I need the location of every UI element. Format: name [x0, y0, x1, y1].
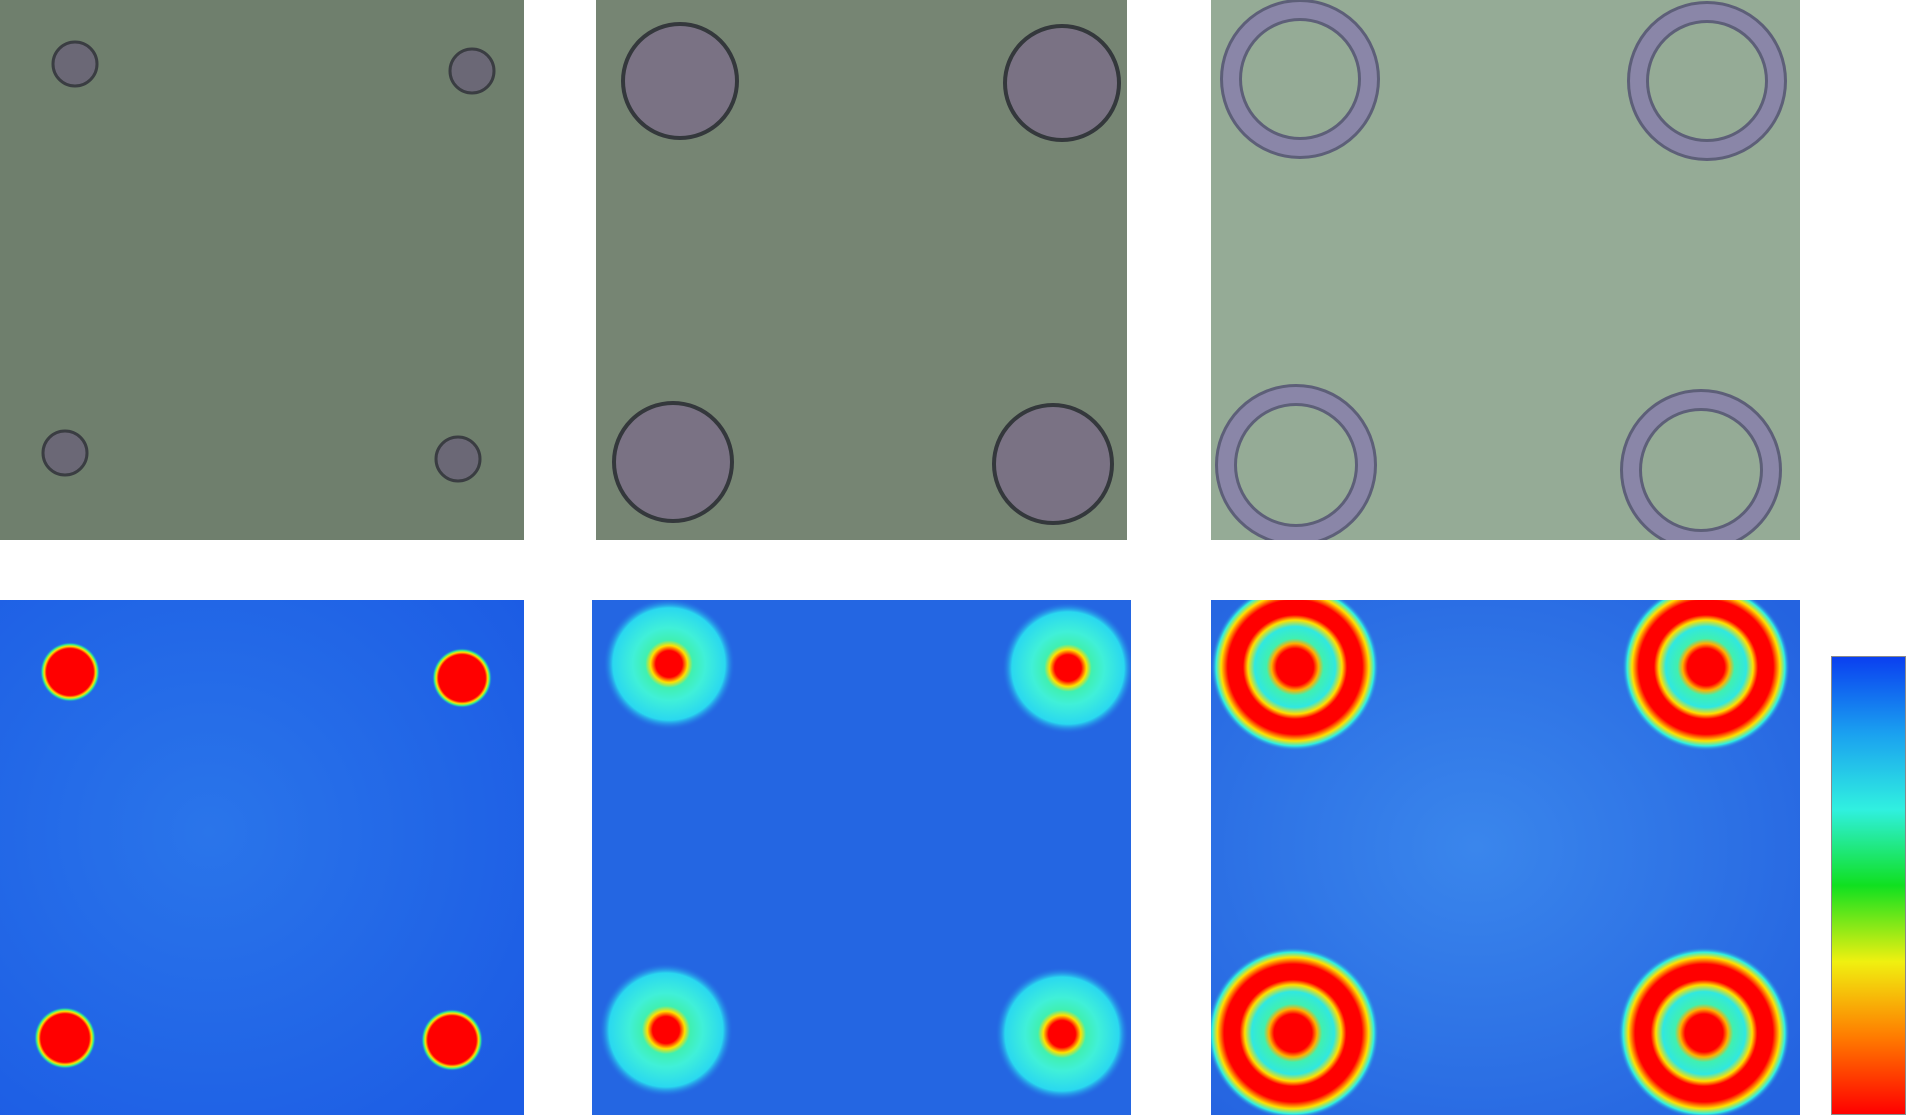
heatmap-rings [1211, 600, 1800, 1115]
ring-top-right-core [1630, 4, 1784, 158]
heatmap-large-disks [592, 600, 1131, 1115]
micrograph-small-dots [0, 0, 524, 540]
hot-spot-bottom-right [421, 1009, 483, 1071]
hot-spot-top-right [432, 648, 492, 708]
heatmap-rings-image [1211, 600, 1800, 1115]
hot-ring-top-left [1211, 600, 1379, 751]
dot-bottom-right [434, 435, 482, 483]
hot-ring-bottom-right [1618, 947, 1790, 1115]
disk-top-right [1003, 24, 1121, 142]
dot-top-right [448, 47, 496, 95]
ring-top-left-core [1223, 2, 1377, 156]
dot-bottom-left [41, 429, 89, 477]
hot-spot-top-left [40, 642, 100, 702]
micrograph-rings-image [1211, 0, 1800, 540]
micrograph-large-disks [596, 0, 1127, 540]
hot-spot-bottom-right [995, 967, 1129, 1101]
disk-bottom-left [612, 401, 734, 523]
colorbar [1831, 656, 1906, 1115]
heatmap-small-dots-image [0, 600, 524, 1115]
micrograph-background [1211, 0, 1800, 540]
hot-spot-top-left [603, 600, 735, 730]
disk-top-left [621, 22, 739, 140]
ring-bottom-left-core [1218, 387, 1374, 540]
hot-spot-bottom-left [599, 963, 733, 1097]
ring-bottom-right-core [1623, 392, 1779, 540]
hot-spot-bottom-left [34, 1007, 96, 1069]
hot-spot-top-right [1002, 602, 1131, 734]
dot-top-left [51, 40, 99, 88]
disk-bottom-right [992, 403, 1114, 525]
hot-ring-top-right [1622, 600, 1790, 751]
hot-ring-bottom-left [1211, 947, 1379, 1115]
micrograph-rings [1211, 0, 1800, 540]
heatmap-small-dots [0, 600, 524, 1115]
micrograph-large-disks-image [596, 0, 1127, 540]
micrograph-small-dots-image [0, 0, 524, 540]
heatmap-large-disks-image [592, 600, 1131, 1115]
